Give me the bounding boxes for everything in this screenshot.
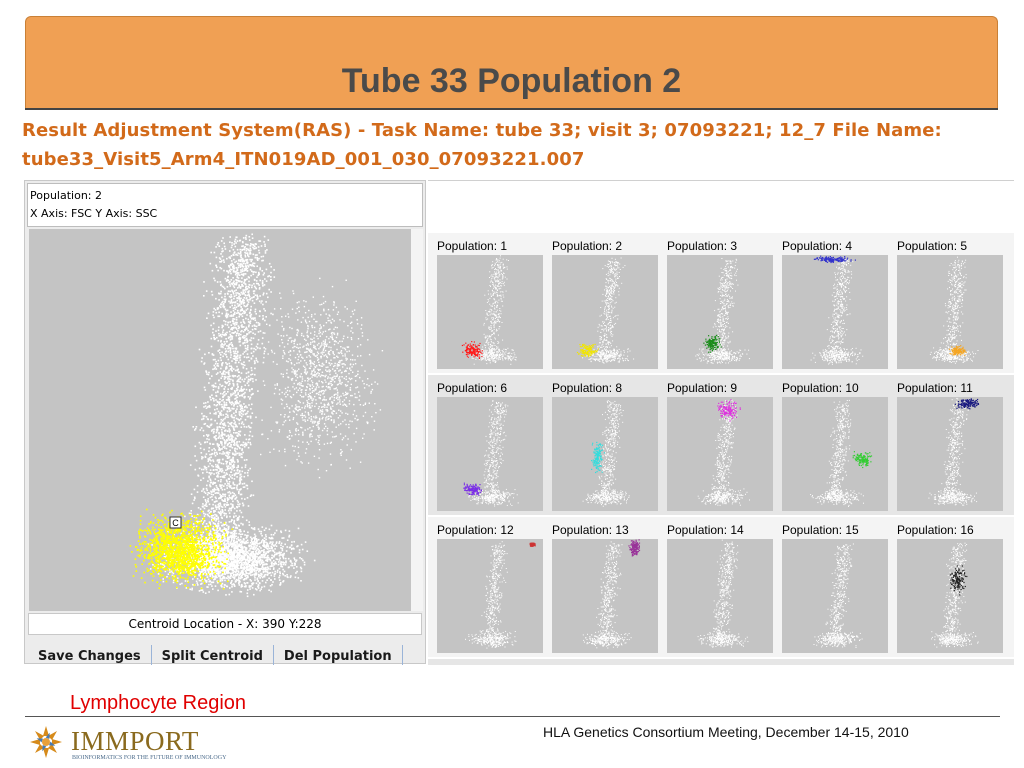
thumb-label: Population: 3: [667, 239, 738, 253]
thumb-label: Population: 13: [552, 523, 629, 537]
centroid-location: Centroid Location - X: 390 Y:228: [28, 613, 422, 635]
meeting-footer: HLA Genetics Consortium Meeting, Decembe…: [543, 724, 909, 740]
thumb-plot: [437, 255, 543, 369]
population-thumb-2[interactable]: Population: 2: [543, 233, 658, 373]
population-thumb-11[interactable]: Population: 11: [888, 375, 1003, 515]
thumb-plot: [437, 539, 543, 653]
population-thumb-4[interactable]: Population: 4: [773, 233, 888, 373]
thumb-label: Population: 2: [552, 239, 623, 253]
population-grid-row: Population: 6 Population: 8 Population: …: [428, 375, 1014, 515]
population-grid-panel: Population: 1 Population: 2 Population: …: [428, 180, 1014, 665]
population-thumb-6[interactable]: Population: 6: [428, 375, 543, 515]
thumb-label: Population: 4: [782, 239, 853, 253]
thumb-plot: [782, 539, 888, 653]
thumb-plot: [782, 255, 888, 369]
population-thumb-8[interactable]: Population: 8: [543, 375, 658, 515]
thumb-label: Population: 12: [437, 523, 514, 537]
thumb-label: Population: 11: [897, 381, 973, 395]
thumb-label: Population: 5: [897, 239, 968, 253]
population-thumb-3[interactable]: Population: 3: [658, 233, 773, 373]
population-label: Population: 2: [30, 189, 102, 202]
thumb-plot: [552, 397, 658, 511]
split-centroid-button[interactable]: Split Centroid: [152, 645, 274, 665]
population-detail-panel: Population: 2 X Axis: FSC Y Axis: SSC C …: [24, 180, 426, 665]
population-thumb-13[interactable]: Population: 13: [543, 517, 658, 657]
vertical-scrollbar[interactable]: [411, 229, 423, 611]
population-thumb-1[interactable]: Population: 1: [428, 233, 543, 373]
thumb-label: Population: 15: [782, 523, 859, 537]
ras-header-line-2: tube33_Visit5_Arm4_ITN019AD_001_030_0709…: [22, 149, 585, 170]
lymphocyte-region-caption: Lymphocyte Region: [70, 692, 247, 714]
thumb-label: Population: 1: [437, 239, 508, 253]
slide-title-bar: Tube 33 Population 2: [25, 16, 998, 108]
thumb-label: Population: 6: [437, 381, 508, 395]
ras-header-line-1: Result Adjustment System(RAS) - Task Nam…: [22, 120, 942, 141]
immport-logo: IMMPORT BIOINFORMATICS FOR THE FUTURE OF…: [26, 724, 226, 764]
thumb-label: Population: 9: [667, 381, 738, 395]
del-population-button[interactable]: Del Population: [274, 645, 403, 665]
thumb-label: Population: 16: [897, 523, 974, 537]
population-grid-row: Population: 12 Population: 13 Population…: [428, 517, 1014, 657]
thumb-plot: [437, 397, 543, 511]
thumb-plot: [667, 255, 773, 369]
population-thumb-10[interactable]: Population: 10: [773, 375, 888, 515]
logo-tagline: BIOINFORMATICS FOR THE FUTURE OF IMMUNOL…: [72, 755, 227, 761]
save-changes-button[interactable]: Save Changes: [28, 645, 152, 665]
logo-wordmark: IMMPORT: [71, 726, 199, 756]
slide-title: Tube 33 Population 2: [341, 62, 682, 100]
population-thumb-9[interactable]: Population: 9: [658, 375, 773, 515]
thumb-plot: [897, 397, 1003, 511]
thumb-plot: [897, 255, 1003, 369]
footer-divider: [25, 716, 1000, 717]
thumb-plot: [897, 539, 1003, 653]
thumb-plot: [552, 255, 658, 369]
ras-header: Result Adjustment System(RAS) - Task Nam…: [22, 116, 1012, 174]
thumb-label: Population: 8: [552, 381, 623, 395]
centroid-marker-label: C: [172, 518, 179, 528]
population-grid-row: Population: 1 Population: 2 Population: …: [428, 233, 1014, 373]
scatter-points: [129, 233, 384, 598]
main-scatter-plot[interactable]: C: [29, 229, 411, 611]
thumb-plot: [667, 539, 773, 653]
thumb-plot: [782, 397, 888, 511]
thumb-plot: [552, 539, 658, 653]
thumb-label: Population: 10: [782, 381, 859, 395]
population-thumb-14[interactable]: Population: 14: [658, 517, 773, 657]
immport-sun-icon: [30, 726, 62, 758]
population-thumb-16[interactable]: Population: 16: [888, 517, 1003, 657]
centroid-marker[interactable]: C: [169, 516, 182, 529]
population-thumb-12[interactable]: Population: 12: [428, 517, 543, 657]
population-thumb-15[interactable]: Population: 15: [773, 517, 888, 657]
population-info-box: Population: 2 X Axis: FSC Y Axis: SSC: [27, 183, 423, 227]
population-thumb-5[interactable]: Population: 5: [888, 233, 1003, 373]
thumb-label: Population: 14: [667, 523, 744, 537]
grid-scroll-strip: [428, 659, 1014, 665]
axes-label: X Axis: FSC Y Axis: SSC: [30, 207, 158, 220]
action-buttons: Save Changes Split Centroid Del Populati…: [28, 645, 424, 665]
title-divider: [25, 108, 998, 110]
thumb-plot: [667, 397, 773, 511]
